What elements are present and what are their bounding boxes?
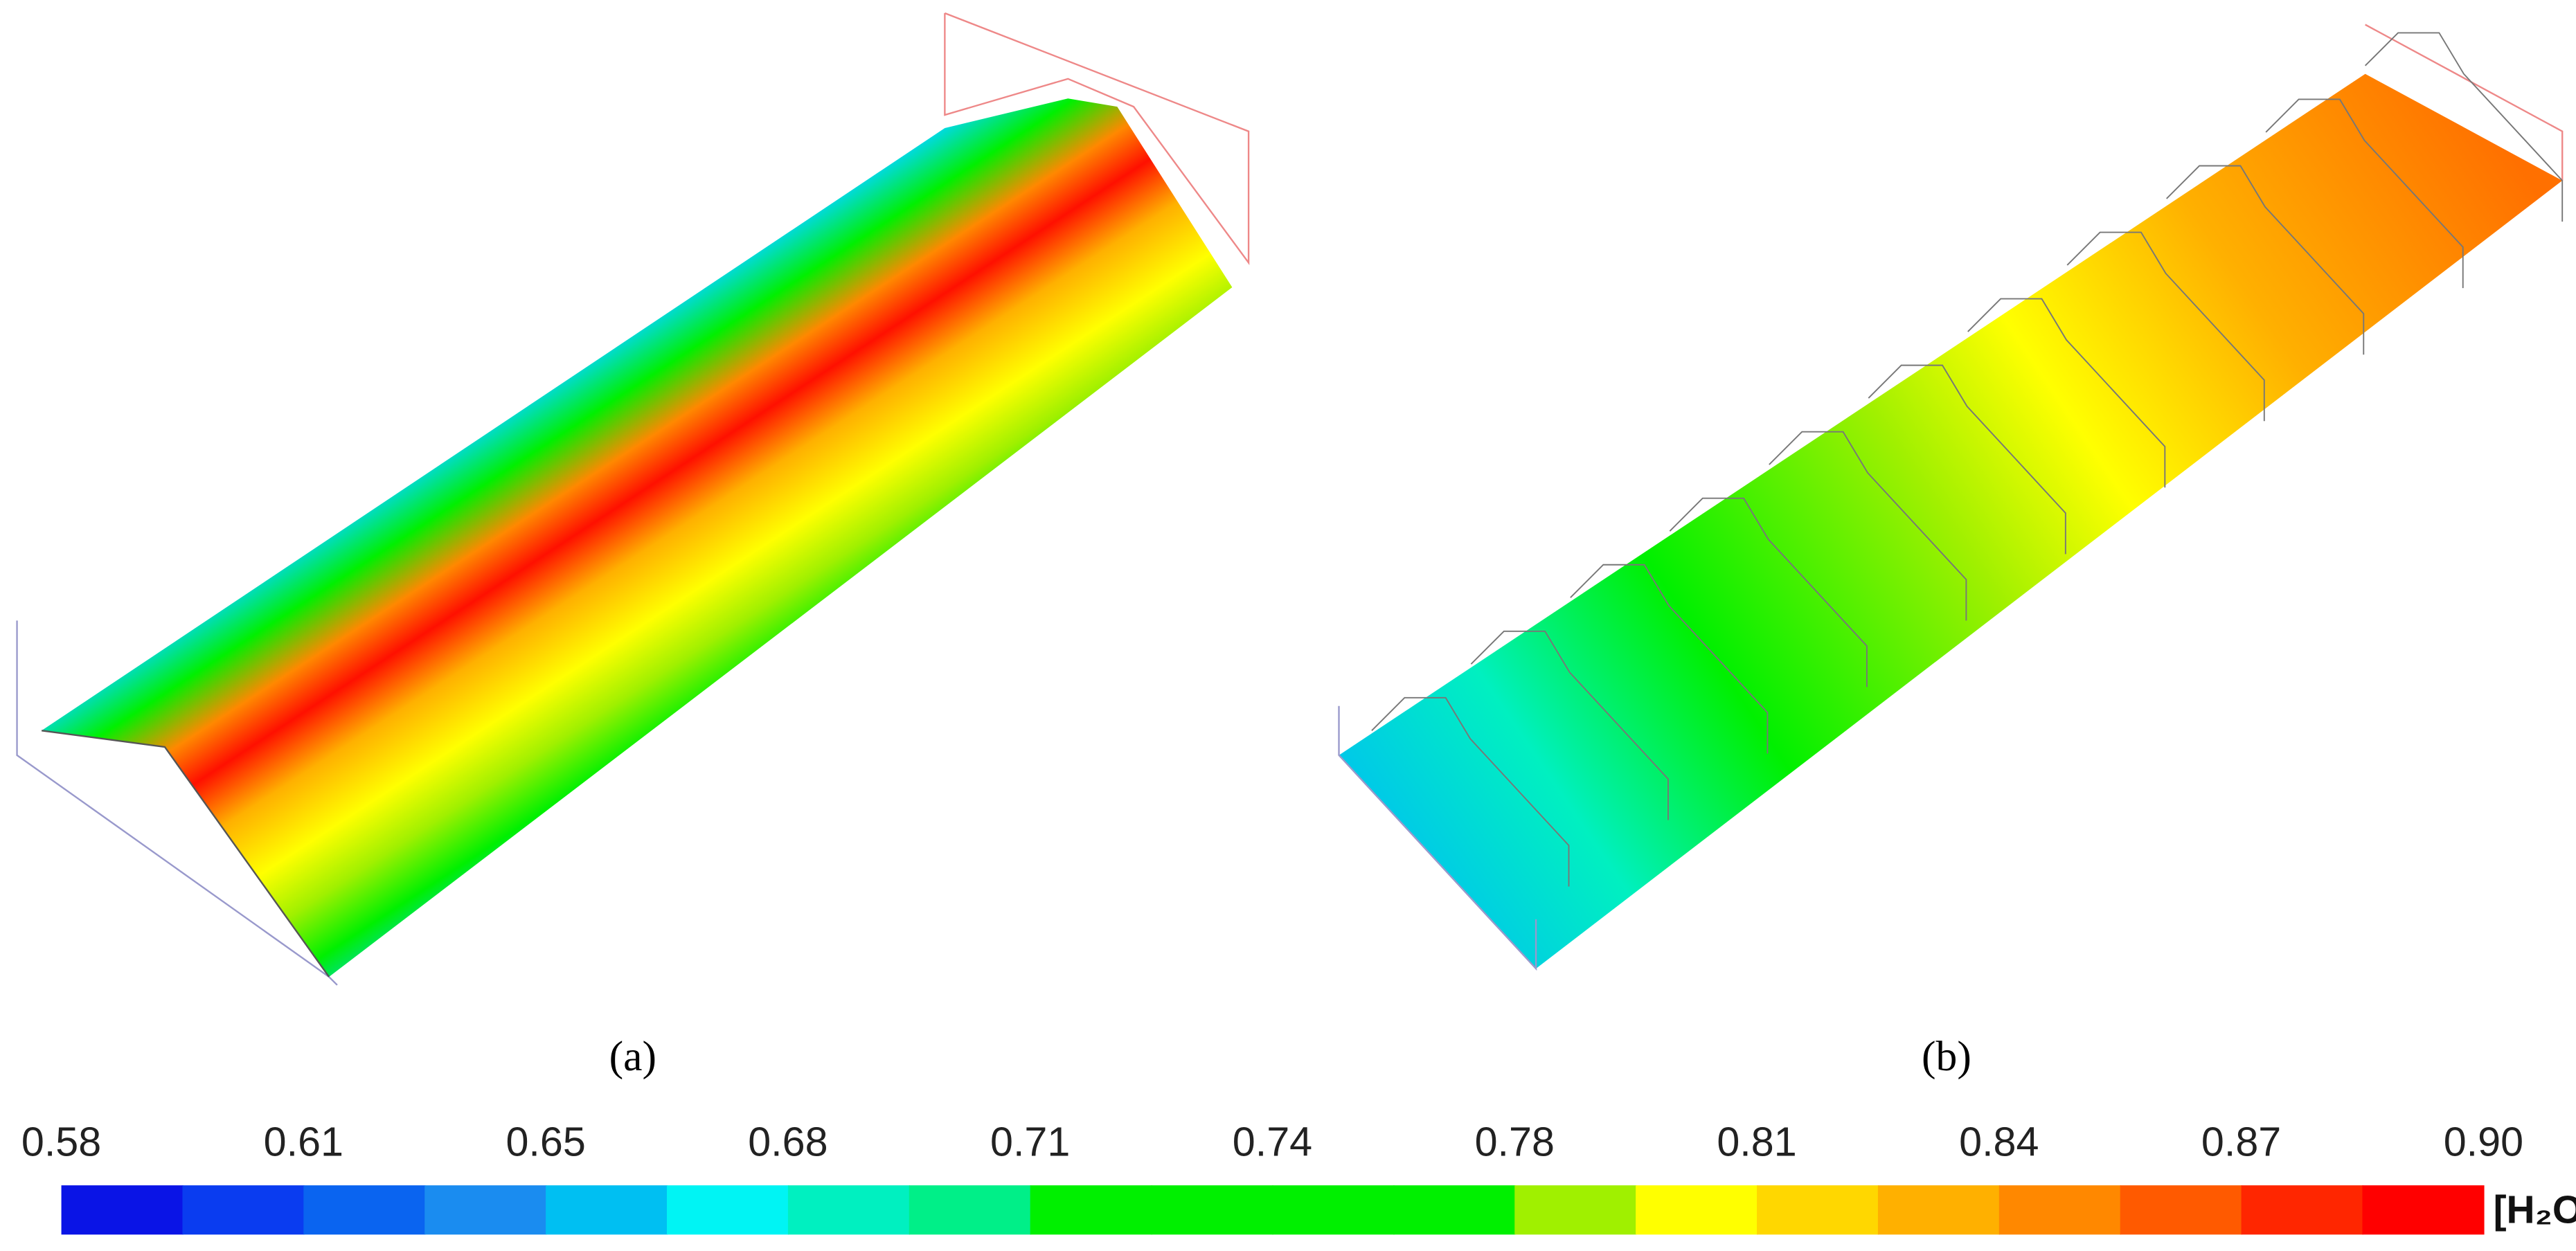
fin-outline bbox=[1371, 696, 1570, 887]
colorbar-segment bbox=[424, 1185, 547, 1235]
colorbar-tick-label: 0.74 bbox=[1233, 1118, 1312, 1164]
colorbar-segment bbox=[1514, 1185, 1637, 1235]
colorbar-tick-label: 0.65 bbox=[506, 1118, 585, 1164]
contour-a bbox=[16, 12, 1250, 986]
fin-outline bbox=[1868, 364, 2066, 555]
colorbar-tick-label: 0.90 bbox=[2444, 1118, 2523, 1164]
colorbar: 0.58 0.61 0.65 0.68 0.71 0.74 0.78 0.81 0.84 0.87… bbox=[21, 1118, 2576, 1235]
colorbar-segment bbox=[1636, 1185, 1758, 1235]
panel-label: (a) bbox=[609, 1033, 656, 1080]
colorbar-unit: [H₂O] bbox=[2494, 1188, 2576, 1232]
colorbar-segment bbox=[2120, 1185, 2242, 1235]
colorbar-tick-label: 0.71 bbox=[990, 1118, 1070, 1164]
colorbar-segment bbox=[1393, 1185, 1516, 1235]
colorbar-tick-label: 0.87 bbox=[2201, 1118, 2281, 1164]
colorbar-segment bbox=[787, 1185, 910, 1235]
colorbar-tick-label: 0.84 bbox=[1959, 1118, 2039, 1164]
contour-b bbox=[1338, 24, 2564, 971]
colorbar-segment bbox=[1877, 1185, 2000, 1235]
fin-outline bbox=[1669, 497, 1868, 687]
colorbar-segment bbox=[182, 1185, 305, 1235]
fin-outline bbox=[2364, 32, 2564, 222]
colorbar-segment bbox=[1998, 1185, 2121, 1235]
colorbar-tick-label: 0.58 bbox=[21, 1118, 101, 1164]
colorbar-segment bbox=[2241, 1185, 2363, 1235]
colorbar-tick-label: 0.61 bbox=[264, 1118, 343, 1164]
fin-outline bbox=[1570, 564, 1769, 754]
fin-outline bbox=[2265, 98, 2464, 289]
colorbar-segment bbox=[303, 1185, 426, 1235]
colorbar-segment bbox=[667, 1185, 789, 1235]
colorbar-segment bbox=[1030, 1185, 1152, 1235]
colorbar-segment bbox=[2362, 1185, 2485, 1235]
fin-outline bbox=[2066, 231, 2265, 422]
fin-outline bbox=[1470, 630, 1669, 820]
colorbar-segment bbox=[61, 1185, 184, 1235]
colorbar-segment bbox=[1757, 1185, 1879, 1235]
fin-outline bbox=[1769, 431, 1967, 621]
fin-outline bbox=[1967, 298, 2166, 488]
colorbar-segment bbox=[909, 1185, 1031, 1235]
colorbar-tick-label: 0.78 bbox=[1475, 1118, 1555, 1164]
colorbar-tick-label: 0.68 bbox=[748, 1118, 828, 1164]
fin-outline bbox=[2166, 165, 2365, 355]
colorbar-segment bbox=[1272, 1185, 1395, 1235]
panel-label: (b) bbox=[1922, 1033, 1971, 1080]
colorbar-tick-label: 0.81 bbox=[1717, 1118, 1796, 1164]
colorbar-segment bbox=[1151, 1185, 1273, 1235]
colorbar-segment bbox=[546, 1185, 668, 1235]
